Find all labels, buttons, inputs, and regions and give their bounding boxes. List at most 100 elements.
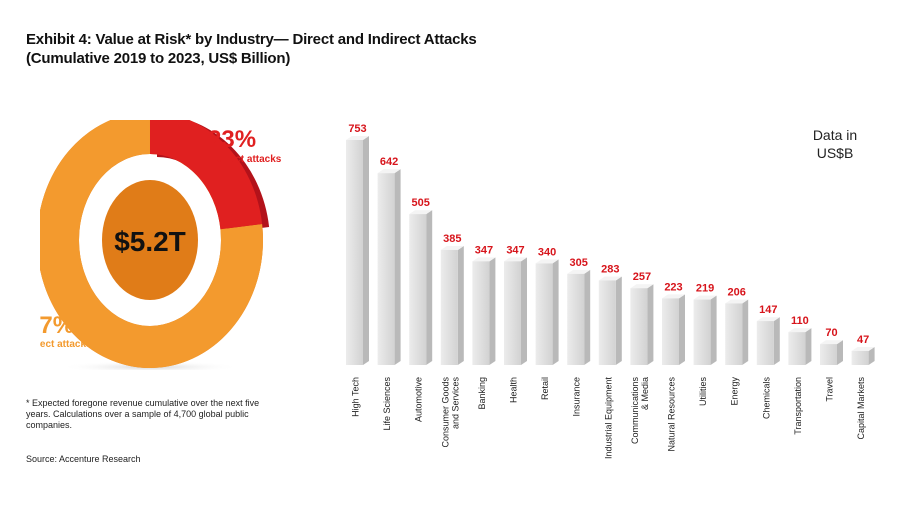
bar-value-label-travel: 70 xyxy=(825,327,837,339)
x-tick-label-health: Health xyxy=(509,377,519,403)
x-tick-label-industrial-equipment: Industrial Equipment xyxy=(603,377,613,460)
bar-value-label-energy: 206 xyxy=(728,286,746,298)
bar-side-transportation xyxy=(805,328,812,365)
bar-retail xyxy=(535,263,553,365)
x-tick-label-high-tech: High Tech xyxy=(351,377,361,417)
bar-chemicals xyxy=(756,321,774,365)
unit-note-line-2: US$B xyxy=(816,145,854,161)
x-tick-label-utilities: Utilities xyxy=(698,377,708,407)
bar-top-insurance xyxy=(567,269,591,274)
footnote: * Expected foregone revenue cumulative o… xyxy=(26,398,260,430)
x-tick-label-communications-media: Communications& Media xyxy=(630,377,650,445)
x-tick-label-travel: Travel xyxy=(825,377,835,402)
bar-top-health xyxy=(504,257,527,262)
x-tick-label-retail: Retail xyxy=(540,377,550,400)
donut-chart: $5.2T 23% Indirect attacks 77% Direct at… xyxy=(40,120,282,370)
chart-title-line-1: Exhibit 4: Value at Risk* by Industry— D… xyxy=(26,31,477,48)
bar-automotive xyxy=(409,214,427,365)
donut-slice-indirect xyxy=(150,120,263,230)
bar-value-label-consumer-goods-and-services: 385 xyxy=(443,233,461,245)
x-tick-label-banking: Banking xyxy=(477,377,487,410)
bar-value-label-communications-media: 257 xyxy=(633,271,651,283)
source-note: Source: Accenture Research xyxy=(26,454,141,464)
x-tick-label-insurance: Insurance xyxy=(572,377,582,417)
x-tick-label-natural-resources: Natural Resources xyxy=(667,377,677,452)
bar-series: 753 High Tech 642 Life Sciences 505 Automotiv… xyxy=(346,123,875,459)
bar-side-natural-resources xyxy=(679,294,685,365)
bar-value-label-high-tech: 753 xyxy=(348,123,366,135)
bar-value-label-industrial-equipment: 283 xyxy=(601,263,619,275)
bar-top-life-sciences xyxy=(377,169,401,174)
x-tick-label-chemicals: Chemicals xyxy=(761,377,771,420)
unit-note: Data in US$B xyxy=(790,126,880,162)
bar-energy xyxy=(725,303,743,365)
bar-consumer-goods-and-services xyxy=(440,249,458,365)
x-tick-label-transportation: Transportation xyxy=(793,377,803,435)
bar-health xyxy=(504,261,521,365)
bar-value-label-automotive: 505 xyxy=(412,197,430,209)
bar-value-label-life-sciences: 642 xyxy=(380,156,398,168)
bar-side-consumer-goods-and-services xyxy=(457,245,464,365)
bar-top-communications-media xyxy=(630,284,654,289)
bar-top-high-tech xyxy=(346,136,369,140)
bar-capital-markets xyxy=(851,350,869,365)
bar-side-energy xyxy=(742,299,749,365)
bar-top-utilities xyxy=(693,295,717,300)
bar-side-capital-markets xyxy=(868,346,875,365)
bar-top-consumer-goods-and-services xyxy=(440,245,464,250)
donut-slice-direct xyxy=(40,120,263,368)
bar-travel xyxy=(820,344,837,365)
x-tick-label-consumer-goods-and-services: Consumer Goodsand Services xyxy=(440,377,460,448)
bar-side-automotive xyxy=(426,210,433,365)
bar-side-insurance xyxy=(584,269,591,365)
x-tick-label-energy: Energy xyxy=(730,377,740,406)
bar-side-banking xyxy=(489,257,496,365)
bar-insurance xyxy=(567,273,585,365)
bar-utilities xyxy=(693,299,711,365)
bar-natural-resources xyxy=(662,298,679,365)
unit-note-line-1: Data in xyxy=(812,127,858,143)
bar-top-energy xyxy=(725,299,749,304)
bar-value-label-capital-markets: 47 xyxy=(857,334,869,346)
bar-transportation xyxy=(788,332,806,365)
bar-top-banking xyxy=(472,257,496,262)
bar-banking xyxy=(472,261,490,365)
bar-side-industrial-equipment xyxy=(615,276,622,365)
bar-industrial-equipment xyxy=(598,280,616,365)
bar-top-travel xyxy=(820,340,843,345)
donut-indirect-label: Indirect attacks xyxy=(208,154,282,165)
bar-value-label-natural-resources: 223 xyxy=(664,281,682,293)
bar-top-capital-markets xyxy=(851,346,875,351)
bar-value-label-health: 347 xyxy=(506,244,524,256)
donut-direct-label: Direct attacks xyxy=(40,339,92,350)
bar-value-label-retail: 340 xyxy=(538,246,556,258)
bar-top-natural-resources xyxy=(662,294,685,299)
chart-title-line-2: (Cumulative 2019 to 2023, US$ Billion) xyxy=(26,50,291,67)
bar-value-label-insurance: 305 xyxy=(570,257,588,269)
bar-side-utilities xyxy=(710,295,717,365)
donut-indirect-pct: 23% xyxy=(208,126,256,153)
bar-value-label-utilities: 219 xyxy=(696,283,714,295)
bar-high-tech xyxy=(346,140,363,365)
donut-hole xyxy=(102,180,198,300)
x-tick-label-life-sciences: Life Sciences xyxy=(382,377,392,431)
bar-side-travel xyxy=(837,340,843,365)
bar-value-label-transportation: 110 xyxy=(791,315,809,327)
bar-value-label-banking: 347 xyxy=(475,244,493,256)
bar-side-health xyxy=(521,257,527,365)
bar-life-sciences xyxy=(377,173,395,365)
bar-value-label-chemicals: 147 xyxy=(759,304,777,316)
bar-communications-media xyxy=(630,288,648,365)
donut-total-label: $5.2T xyxy=(114,226,186,257)
bar-top-industrial-equipment xyxy=(598,276,622,281)
bar-side-life-sciences xyxy=(394,169,401,365)
bar-top-chemicals xyxy=(756,317,780,322)
x-tick-label-automotive: Automotive xyxy=(414,377,424,422)
x-tick-label-capital-markets: Capital Markets xyxy=(856,377,866,440)
bar-top-transportation xyxy=(788,328,812,333)
bar-side-chemicals xyxy=(773,317,780,365)
chart-title: Exhibit 4: Value at Risk* by Industry— D… xyxy=(26,30,477,68)
bar-top-retail xyxy=(535,259,559,264)
bar-side-retail xyxy=(552,259,559,365)
